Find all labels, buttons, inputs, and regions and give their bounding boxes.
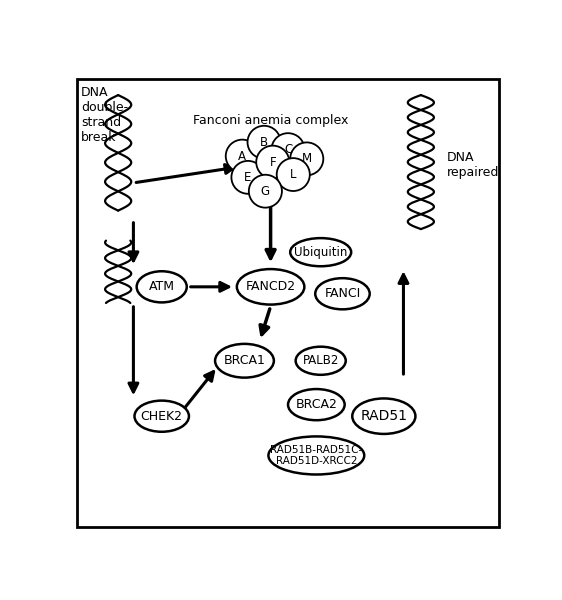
Text: BRCA2: BRCA2 <box>296 398 337 411</box>
Ellipse shape <box>137 271 187 302</box>
Text: RAD51: RAD51 <box>360 409 407 423</box>
Text: Fanconi anemia complex: Fanconi anemia complex <box>193 115 348 127</box>
Ellipse shape <box>249 175 282 208</box>
FancyBboxPatch shape <box>77 79 499 527</box>
Text: M: M <box>302 152 312 166</box>
Ellipse shape <box>271 133 305 166</box>
Ellipse shape <box>237 269 305 305</box>
Ellipse shape <box>277 158 310 191</box>
Text: G: G <box>261 185 270 197</box>
Text: L: L <box>290 168 297 181</box>
Ellipse shape <box>288 389 345 420</box>
Text: F: F <box>269 155 276 169</box>
Text: ATM: ATM <box>149 280 175 293</box>
Ellipse shape <box>269 436 364 475</box>
Ellipse shape <box>226 140 259 173</box>
Text: BRCA1: BRCA1 <box>224 354 265 367</box>
Text: FANCI: FANCI <box>324 287 361 300</box>
Ellipse shape <box>296 347 346 375</box>
Ellipse shape <box>247 126 280 158</box>
Ellipse shape <box>134 401 189 432</box>
Ellipse shape <box>215 344 274 377</box>
Ellipse shape <box>232 161 265 194</box>
Text: E: E <box>244 171 252 184</box>
Text: CHEK2: CHEK2 <box>140 410 183 422</box>
Text: DNA
double-
strand
break: DNA double- strand break <box>81 86 128 144</box>
Text: A: A <box>238 149 246 163</box>
Text: B: B <box>260 136 268 149</box>
Text: FANCD2: FANCD2 <box>246 280 296 293</box>
Text: DNA
repaired: DNA repaired <box>447 151 500 179</box>
Ellipse shape <box>256 146 289 179</box>
Text: RAD51B-RAD51C-
RAD51D-XRCC2: RAD51B-RAD51C- RAD51D-XRCC2 <box>270 445 362 466</box>
Ellipse shape <box>290 142 323 175</box>
Ellipse shape <box>352 398 415 434</box>
Ellipse shape <box>315 278 370 310</box>
Text: Ubiquitin: Ubiquitin <box>294 245 347 259</box>
Ellipse shape <box>290 238 351 266</box>
Text: C: C <box>284 143 292 156</box>
Text: PALB2: PALB2 <box>302 354 339 367</box>
